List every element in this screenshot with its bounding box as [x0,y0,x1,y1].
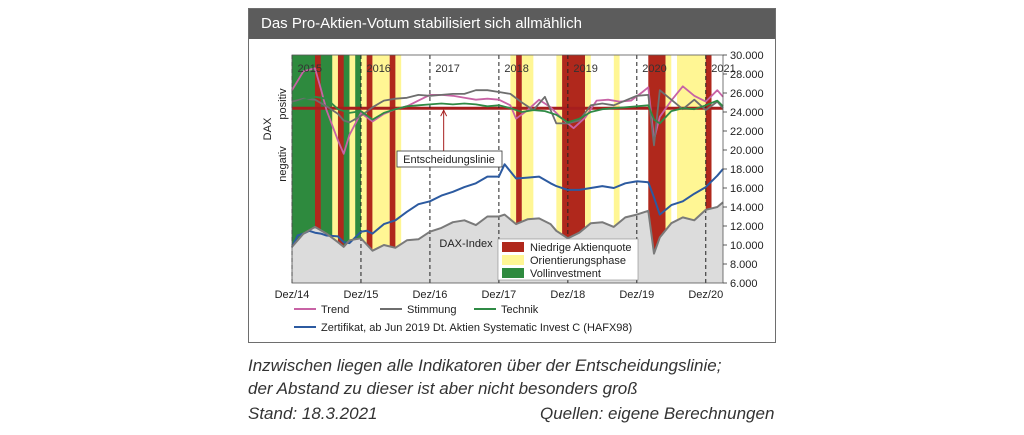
phase-legend-swatch [502,268,524,278]
phase-band-low [389,55,396,283]
y-tick-label: 28.000 [730,69,764,81]
year-label: 2017 [435,63,459,75]
phase-legend: Niedrige AktienquoteOrientierungsphaseVo… [497,238,639,281]
year-label: 2018 [504,63,528,75]
y-tick-label: 6.000 [730,278,758,290]
y-tick-label: 8.000 [730,259,758,271]
phase-band-low [314,55,321,283]
legend-label: Zertifikat, ab Jun 2019 Dt. Aktien Syste… [321,322,632,334]
x-tick-label: Dez/17 [481,289,516,301]
phase-band-orient [395,55,402,283]
caption-source: Quellen: eigene Berechnungen [540,404,775,423]
phase-band-orient [585,55,591,283]
decision-label: Entscheidungslinie [403,154,495,166]
decision-label-box [396,150,503,168]
y-tick-label: 24.000 [730,107,764,119]
year-label: 2021 [711,63,735,75]
y-tick-label: 16.000 [730,183,764,195]
phase-band-orient [332,55,338,283]
year-label: 2016 [366,63,390,75]
y-tick-label: 10.000 [730,240,764,252]
phase-band-orient [510,55,517,283]
y-tick-label: 14.000 [730,202,764,214]
phase-band-orient [613,55,620,283]
phase-band-orient [556,55,563,283]
x-tick-label: Dez/16 [412,289,447,301]
phase-band-orient [521,55,534,283]
series-line-dax-index [291,201,724,255]
dax-index-label: DAX-Index [439,238,493,250]
phase-band-low [705,55,712,283]
x-tick-label: Dez/18 [550,289,585,301]
phase-band-orient [360,55,367,283]
phase-legend-label: Orientierungsphase [530,255,626,267]
phase-band-low [337,55,344,283]
y-tick-label: 20.000 [730,145,764,157]
y-axis-label: DAX [262,117,274,140]
year-label: 2020 [642,63,666,75]
decision-arrow-head [440,109,448,117]
y-tick-label: 18.000 [730,164,764,176]
chart-frame: Das Pro-Aktien-Votum stabilisiert sich a… [248,8,776,343]
caption-line-1: Inzwischen liegen alle Indikatoren über … [248,356,722,375]
phase-band-orient [665,55,672,283]
chart-title: Das Pro-Aktien-Votum stabilisiert sich a… [249,9,775,39]
year-label: 2015 [298,63,322,75]
series-line-stimmung [291,89,724,147]
indicator-axis-negative: negativ [277,146,289,182]
caption-stand: Stand: 18.3.2021 [248,404,378,423]
phase-legend-label: Niedrige Aktienquote [530,242,632,254]
y-tick-label: 12.000 [730,221,764,233]
phase-band-low [366,55,373,283]
indicator-axis-positive: positiv [277,88,289,120]
legend-label: Stimmung [407,304,457,316]
phase-band-low [648,55,666,283]
phase-legend-label: Vollinvestment [530,268,601,280]
y-tick-label: 26.000 [730,88,764,100]
x-tick-label: Dez/14 [275,289,310,301]
series-line-zertifikat [291,163,724,248]
phase-band-orient [349,55,356,283]
x-tick-label: Dez/19 [619,289,654,301]
year-label: 2019 [573,63,597,75]
y-tick-label: 30.000 [730,50,764,62]
caption-line-2: der Abstand zu dieser ist aber nicht bes… [248,379,638,398]
legend-label: Technik [501,304,539,316]
y-tick-label: 22.000 [730,126,764,138]
phase-legend-swatch [502,255,524,265]
phase-band-low [516,55,522,283]
phase-legend-swatch [502,242,524,252]
x-tick-label: Dez/15 [344,289,379,301]
x-tick-label: Dez/20 [688,289,723,301]
legend-label: Trend [321,304,349,316]
series-line-technik [291,95,724,125]
